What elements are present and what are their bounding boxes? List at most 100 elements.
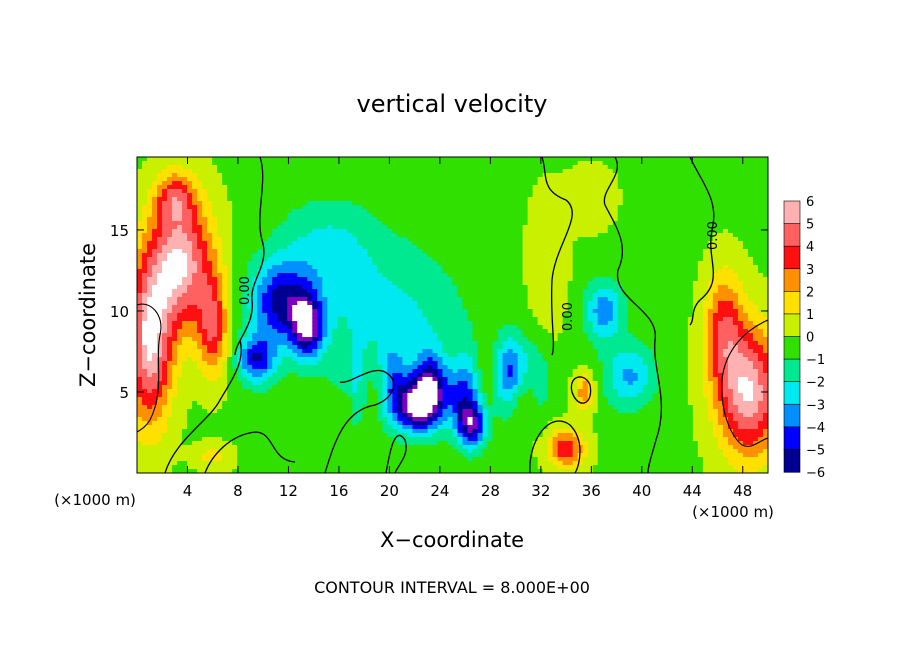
heatmap-cell xyxy=(217,221,223,226)
heatmap-cell xyxy=(377,373,383,378)
heatmap-cell xyxy=(227,189,233,194)
heatmap-cell xyxy=(272,341,278,346)
heatmap-cell xyxy=(187,289,193,294)
heatmap-cell xyxy=(177,329,183,334)
heatmap-cell xyxy=(372,329,378,334)
heatmap-cell xyxy=(367,257,373,262)
heatmap-cell xyxy=(307,225,313,230)
heatmap-cell xyxy=(377,257,383,262)
heatmap-cell xyxy=(342,237,348,242)
heatmap-cell xyxy=(262,421,268,426)
heatmap-cell xyxy=(302,357,308,362)
heatmap-cell xyxy=(407,397,414,402)
heatmap-cell xyxy=(242,321,248,326)
heatmap-cell xyxy=(332,169,338,174)
heatmap-cell xyxy=(352,241,358,246)
heatmap-cell xyxy=(357,437,363,442)
heatmap-cell xyxy=(432,429,439,434)
heatmap-cell xyxy=(337,225,343,230)
heatmap-cell xyxy=(437,277,444,282)
heatmap-cell xyxy=(372,353,378,358)
heatmap-cell xyxy=(322,321,328,326)
heatmap-cell xyxy=(152,397,158,402)
heatmap-cell xyxy=(442,221,449,226)
heatmap-cell xyxy=(202,449,208,454)
heatmap-cell xyxy=(342,225,348,230)
heatmap-cell xyxy=(222,405,228,410)
heatmap-cell xyxy=(207,301,213,306)
heatmap-cell xyxy=(142,401,148,406)
heatmap-cell xyxy=(282,185,288,190)
heatmap-cell xyxy=(417,353,424,358)
heatmap-cell xyxy=(427,361,434,366)
heatmap-cell xyxy=(407,185,414,190)
heatmap-cell xyxy=(232,329,238,334)
heatmap-cell xyxy=(317,201,323,206)
heatmap-cell xyxy=(437,369,444,374)
heatmap-cell xyxy=(212,433,218,438)
heatmap-cell xyxy=(382,169,388,174)
heatmap-cell xyxy=(362,197,368,202)
heatmap-cell xyxy=(402,273,409,278)
heatmap-cell xyxy=(207,269,213,274)
heatmap-cell xyxy=(367,397,373,402)
heatmap-cell xyxy=(177,225,183,230)
heatmap-cell xyxy=(372,313,378,318)
heatmap-cell xyxy=(382,217,388,222)
heatmap-cell xyxy=(202,205,208,210)
heatmap-cell xyxy=(352,297,358,302)
heatmap-cell xyxy=(402,377,409,382)
heatmap-cell xyxy=(257,449,263,454)
heatmap-cell xyxy=(347,221,353,226)
heatmap-cell xyxy=(352,245,358,250)
heatmap-cell xyxy=(342,189,348,194)
heatmap-cell xyxy=(332,345,338,350)
heatmap-cell xyxy=(377,393,383,398)
heatmap-cell xyxy=(212,313,218,318)
heatmap-cell xyxy=(137,241,143,246)
heatmap-cell xyxy=(307,285,313,290)
heatmap-cell xyxy=(422,361,429,366)
heatmap-cell xyxy=(357,421,363,426)
heatmap-cell xyxy=(237,337,243,342)
heatmap-cell xyxy=(302,309,308,314)
heatmap-cell xyxy=(432,433,439,438)
heatmap-cell xyxy=(262,465,268,470)
heatmap-cell xyxy=(162,413,168,418)
heatmap-cell xyxy=(377,165,383,170)
heatmap-cell xyxy=(257,317,263,322)
heatmap-cell xyxy=(212,229,218,234)
heatmap-cell xyxy=(312,393,318,398)
heatmap-cell xyxy=(407,277,414,282)
heatmap-cell xyxy=(222,341,228,346)
heatmap-cell xyxy=(387,269,394,274)
heatmap-cell xyxy=(312,205,318,210)
heatmap-cell xyxy=(442,417,449,422)
heatmap-cell xyxy=(247,365,253,370)
heatmap-cell xyxy=(242,265,248,270)
heatmap-cell xyxy=(257,201,263,206)
heatmap-cell xyxy=(362,325,368,330)
heatmap-cell xyxy=(407,361,414,366)
heatmap-cell xyxy=(342,357,348,362)
heatmap-cell xyxy=(297,273,303,278)
heatmap-cell xyxy=(277,273,283,278)
heatmap-cell xyxy=(227,469,233,473)
heatmap-cell xyxy=(332,165,338,170)
heatmap-cell xyxy=(242,157,248,162)
heatmap-cell xyxy=(257,193,263,198)
heatmap-cell xyxy=(392,425,399,430)
heatmap-cell xyxy=(387,437,394,442)
heatmap-cell xyxy=(317,181,323,186)
heatmap-cell xyxy=(212,397,218,402)
heatmap-cell xyxy=(367,465,373,470)
heatmap-cell xyxy=(162,161,168,166)
heatmap-cell xyxy=(442,429,449,434)
heatmap-cell xyxy=(277,357,283,362)
heatmap-cell xyxy=(337,161,343,166)
heatmap-cell xyxy=(372,177,378,182)
heatmap-cell xyxy=(192,453,198,458)
heatmap-cell xyxy=(322,221,328,226)
heatmap-cell xyxy=(282,401,288,406)
heatmap-cell xyxy=(362,445,368,450)
